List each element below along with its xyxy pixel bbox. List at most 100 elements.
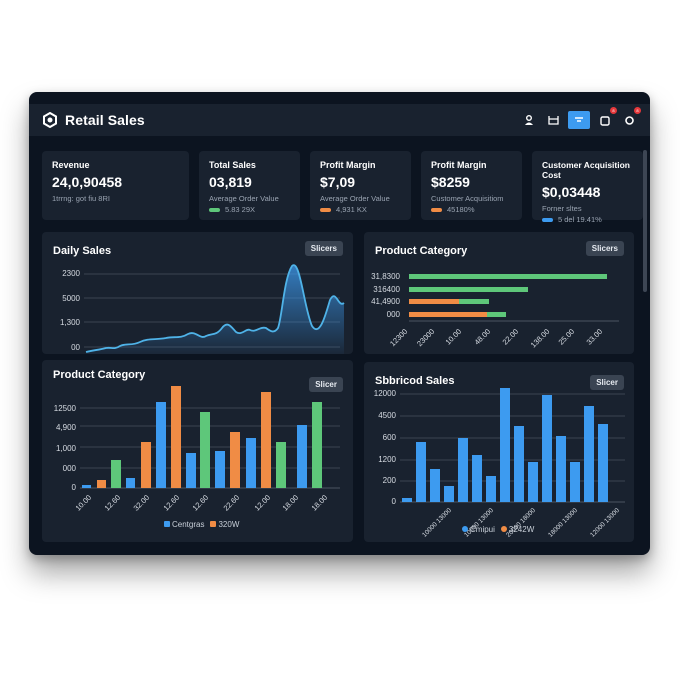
x-tick: 10000 13000 bbox=[463, 507, 495, 539]
product-category-horizontal-bars[interactable] bbox=[404, 270, 634, 326]
kpi-subtitle: Forner sltes bbox=[542, 204, 582, 213]
y-tick: 12000 bbox=[373, 389, 396, 398]
dashboard-window: Retail Sales 8 8 Revenue 24,0,90458 bbox=[29, 92, 650, 555]
kpi-value: $8259 bbox=[431, 174, 470, 190]
kpi-trend-value: 4,931 KX bbox=[336, 205, 367, 214]
trend-pill-icon bbox=[431, 207, 442, 212]
kpi-label: Profit Margin bbox=[431, 160, 487, 170]
x-tick: 12000 13000 bbox=[589, 507, 621, 539]
x-tick: 18000 13000 bbox=[547, 507, 579, 539]
trend-pill-icon bbox=[320, 207, 331, 212]
toolbar: 8 8 bbox=[520, 107, 641, 129]
subproduct-sales-panel: Sbbricod Sales Slicer 12000 4500 600 120… bbox=[364, 362, 634, 542]
x-tick: 12300 bbox=[388, 327, 410, 349]
kpi-subtitle: Average Order Value bbox=[209, 194, 279, 203]
y-tick: 2300 bbox=[62, 269, 80, 278]
kpi-trend-value: 5 del 19.41% bbox=[558, 215, 602, 224]
y-tick: 600 bbox=[382, 433, 396, 442]
y-tick: 5000 bbox=[62, 294, 80, 303]
trend-pill-icon bbox=[209, 207, 220, 212]
trend-pill-icon bbox=[542, 217, 553, 222]
legend-item[interactable]: 3242W bbox=[500, 525, 534, 534]
vertical-scrollbar[interactable] bbox=[643, 150, 647, 292]
title-bar: Retail Sales 8 8 bbox=[29, 104, 650, 136]
chart-legend: Centgras 320W bbox=[164, 520, 239, 529]
x-tick: 10000 13000 bbox=[421, 507, 453, 539]
basket-icon[interactable] bbox=[544, 111, 562, 129]
kpi-card-profit-margin[interactable]: Profit Margin $7,09 Average Order Value … bbox=[310, 151, 411, 220]
kpi-card-revenue[interactable]: Revenue 24,0,90458 1trrng: got fiu 8RI bbox=[42, 151, 189, 220]
y-tick: 0 bbox=[71, 483, 76, 492]
kpi-label: Revenue bbox=[52, 160, 90, 170]
kpi-value: $7,09 bbox=[320, 174, 356, 190]
kpi-card-customer-acquisition-cost[interactable]: Customer Acquisition Cost $0,03448 Forne… bbox=[532, 151, 643, 224]
y-tick: 1,000 bbox=[55, 444, 76, 453]
product-category-column-chart[interactable] bbox=[80, 374, 345, 496]
kpi-value: 24,0,90458 bbox=[52, 174, 123, 190]
y-tick: 31,8300 bbox=[371, 272, 400, 281]
x-tick: 48.00 bbox=[472, 327, 493, 347]
filter-icon[interactable] bbox=[568, 111, 590, 129]
notifications-icon[interactable]: 8 bbox=[596, 107, 617, 129]
y-tick: 4500 bbox=[378, 411, 396, 420]
panel-title: Product Category bbox=[53, 369, 146, 381]
x-tick: 10.00 bbox=[73, 493, 94, 513]
kpi-card-total-sales[interactable]: Total Sales 03,819 Average Order Value 5… bbox=[199, 151, 300, 220]
notification-badge: 8 bbox=[610, 107, 617, 114]
legend-item[interactable]: Centgras bbox=[164, 520, 204, 529]
y-tick: 12500 bbox=[53, 404, 76, 413]
x-tick: 138.00 bbox=[528, 327, 552, 350]
y-tick: 000 bbox=[62, 464, 76, 473]
y-tick: 316400 bbox=[373, 285, 400, 294]
y-tick: 1200 bbox=[378, 455, 396, 464]
y-tick: 00 bbox=[71, 343, 80, 352]
y-tick: 1,300 bbox=[59, 318, 80, 327]
legend-item[interactable]: Cmipui bbox=[462, 525, 495, 534]
kpi-trend: 4,931 KX bbox=[320, 205, 401, 214]
y-tick: 200 bbox=[382, 476, 396, 485]
y-tick: 0 bbox=[391, 497, 396, 506]
kpi-row: Revenue 24,0,90458 1trrng: got fiu 8RI T… bbox=[42, 151, 643, 224]
x-tick: 22.00 bbox=[500, 327, 521, 347]
slicer-button[interactable]: Slicer bbox=[309, 377, 343, 392]
subproduct-sales-column-chart[interactable] bbox=[400, 387, 630, 507]
daily-sales-area-chart[interactable] bbox=[84, 258, 346, 354]
product-category-column-panel: Product Category Slicer 12500 4,900 1,00… bbox=[42, 360, 353, 542]
y-tick: 000 bbox=[386, 310, 400, 319]
x-tick: 10.00 bbox=[443, 327, 464, 347]
kpi-trend: 5.83 29X bbox=[209, 205, 290, 214]
app-logo-icon bbox=[41, 111, 59, 129]
kpi-label: Customer Acquisition Cost bbox=[542, 160, 630, 180]
user-icon[interactable] bbox=[520, 111, 538, 129]
y-tick: 4,900 bbox=[55, 423, 76, 432]
settings-icon[interactable]: 8 bbox=[620, 107, 641, 129]
kpi-card-profit-margin-2[interactable]: Profit Margin $8259 Customer Acquisitiom… bbox=[421, 151, 522, 220]
kpi-trend-value: 5.83 29X bbox=[225, 205, 256, 214]
legend-item[interactable]: 320W bbox=[210, 520, 239, 529]
kpi-label: Profit Margin bbox=[320, 160, 376, 170]
kpi-subtitle: 1trrng: got fiu 8RI bbox=[52, 194, 110, 203]
slicer-button[interactable]: Slicers bbox=[585, 241, 624, 256]
kpi-trend: 5 del 19.41% bbox=[542, 215, 633, 224]
daily-sales-panel: Daily Sales Slicers 2300 5000 1,300 00 bbox=[42, 232, 353, 354]
x-tick: 20000 18000 bbox=[505, 507, 537, 539]
kpi-subtitle: Average Order Value bbox=[320, 194, 390, 203]
slicer-button[interactable]: Slicer bbox=[590, 375, 624, 390]
kpi-trend: 45180% bbox=[431, 205, 512, 214]
y-tick: 41,4900 bbox=[371, 297, 400, 306]
x-tick: 25.00 bbox=[556, 327, 577, 347]
app-title: Retail Sales bbox=[65, 112, 145, 128]
kpi-label: Total Sales bbox=[209, 160, 256, 170]
kpi-value: $0,03448 bbox=[542, 184, 601, 200]
kpi-trend-value: 45180% bbox=[447, 205, 475, 214]
x-tick: 33.00 bbox=[584, 327, 605, 347]
panel-title: Product Category bbox=[375, 245, 468, 257]
panel-title: Daily Sales bbox=[53, 245, 112, 257]
panel-title: Sbbricod Sales bbox=[375, 375, 455, 387]
settings-badge: 8 bbox=[634, 107, 641, 114]
slicer-button[interactable]: Slicers bbox=[304, 241, 343, 256]
kpi-value: 03,819 bbox=[209, 174, 252, 190]
x-tick: 23000 bbox=[415, 327, 437, 349]
product-category-bar-panel: Product Category Slicers 31,8300 316400 … bbox=[364, 232, 634, 354]
kpi-subtitle: Customer Acquisitiom bbox=[431, 194, 504, 203]
